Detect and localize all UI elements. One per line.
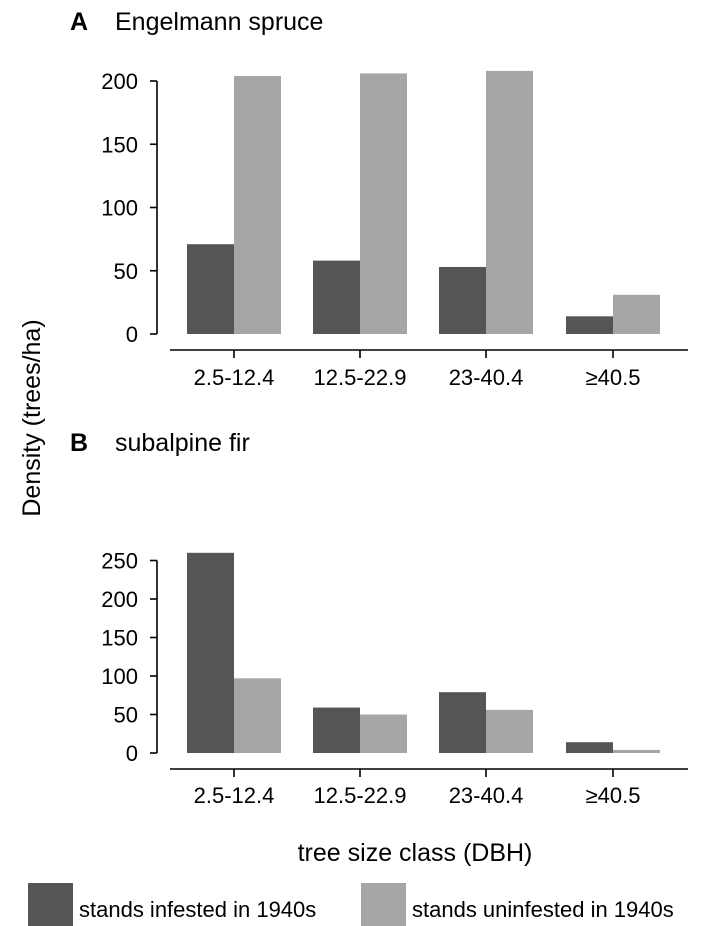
panel-a-bars xyxy=(187,70,660,334)
panel-a-bar-infested xyxy=(187,244,234,334)
panel-b-y-tick-label: 200 xyxy=(101,587,138,612)
legend-label-uninfested: stands uninfested in 1940s xyxy=(412,897,674,922)
panel-b-y-tick-label: 250 xyxy=(101,549,138,574)
panel-b-bar-infested xyxy=(566,742,613,753)
panel-a-title: Engelmann spruce xyxy=(115,8,323,36)
panel-b-bar-infested xyxy=(187,552,234,753)
panel-a-x-tick-label: 2.5-12.4 xyxy=(194,365,275,390)
legend-label-infested: stands infested in 1940s xyxy=(79,897,316,922)
panel-b-x-tick-label: ≥40.5 xyxy=(586,783,641,808)
panel-b-x-tick-label: 12.5-22.9 xyxy=(314,783,407,808)
panel-b-bars xyxy=(187,552,660,753)
legend-swatch-uninfested xyxy=(361,883,406,926)
panel-a-y-tick-label: 100 xyxy=(101,196,138,221)
panel-b-axes xyxy=(156,560,688,770)
y-axis-title: Density (trees/ha) xyxy=(18,319,46,516)
panel-b-x-ticks: 2.5-12.4 12.5-22.9 23-40.4 ≥40.5 xyxy=(194,769,641,808)
panel-b-y-tick-label: 0 xyxy=(126,741,138,766)
panel-b-y-tick-label: 50 xyxy=(114,703,138,728)
panel-a-bar-uninfested xyxy=(360,73,407,334)
panel-a-y-tick-label: 50 xyxy=(114,259,138,284)
panel-a: A Engelmann spruce 0 50 100 150 200 2.5-12.4… xyxy=(70,8,688,390)
panel-a-y-tick-label: 0 xyxy=(126,322,138,347)
panel-b-title: subalpine fir xyxy=(115,429,250,457)
panel-a-bar-uninfested xyxy=(486,70,533,334)
panel-a-x-tick-label: ≥40.5 xyxy=(586,365,641,390)
legend-swatch-infested xyxy=(28,883,73,926)
panel-a-bar-infested xyxy=(566,316,613,334)
panel-a-bar-uninfested xyxy=(234,75,281,334)
panel-a-bar-infested xyxy=(313,260,360,334)
panel-b-x-tick-label: 2.5-12.4 xyxy=(194,783,275,808)
panel-a-y-ticks: 0 50 100 150 200 xyxy=(101,69,157,347)
panel-b: B subalpine fir 0 50 100 150 200 250 2.5-12.4… xyxy=(70,429,688,808)
panel-a-x-ticks: 2.5-12.4 12.5-22.9 23-40.4 ≥40.5 xyxy=(194,350,641,390)
panel-a-letter: A xyxy=(70,8,88,36)
panel-a-y-tick-label: 150 xyxy=(101,132,138,157)
panel-b-bar-infested xyxy=(439,692,486,753)
panel-b-bar-uninfested xyxy=(613,749,660,753)
x-axis-title: tree size class (DBH) xyxy=(298,839,533,867)
panel-a-bar-uninfested xyxy=(613,294,660,334)
panel-b-bar-uninfested xyxy=(360,714,407,753)
panel-b-x-tick-label: 23-40.4 xyxy=(449,783,524,808)
panel-b-bar-uninfested xyxy=(234,678,281,753)
panel-b-bar-infested xyxy=(313,707,360,753)
panel-b-y-ticks: 0 50 100 150 200 250 xyxy=(101,549,157,766)
panel-b-bar-uninfested xyxy=(486,709,533,753)
panel-b-letter: B xyxy=(70,429,88,457)
panel-b-y-tick-label: 100 xyxy=(101,664,138,689)
panel-a-x-tick-label: 23-40.4 xyxy=(449,365,524,390)
panel-a-x-tick-label: 12.5-22.9 xyxy=(314,365,407,390)
panel-a-bar-infested xyxy=(439,266,486,334)
legend: stands infested in 1940s stands uninfest… xyxy=(28,883,674,926)
panel-b-y-tick-label: 150 xyxy=(101,626,138,651)
panel-a-y-tick-label: 200 xyxy=(101,69,138,94)
